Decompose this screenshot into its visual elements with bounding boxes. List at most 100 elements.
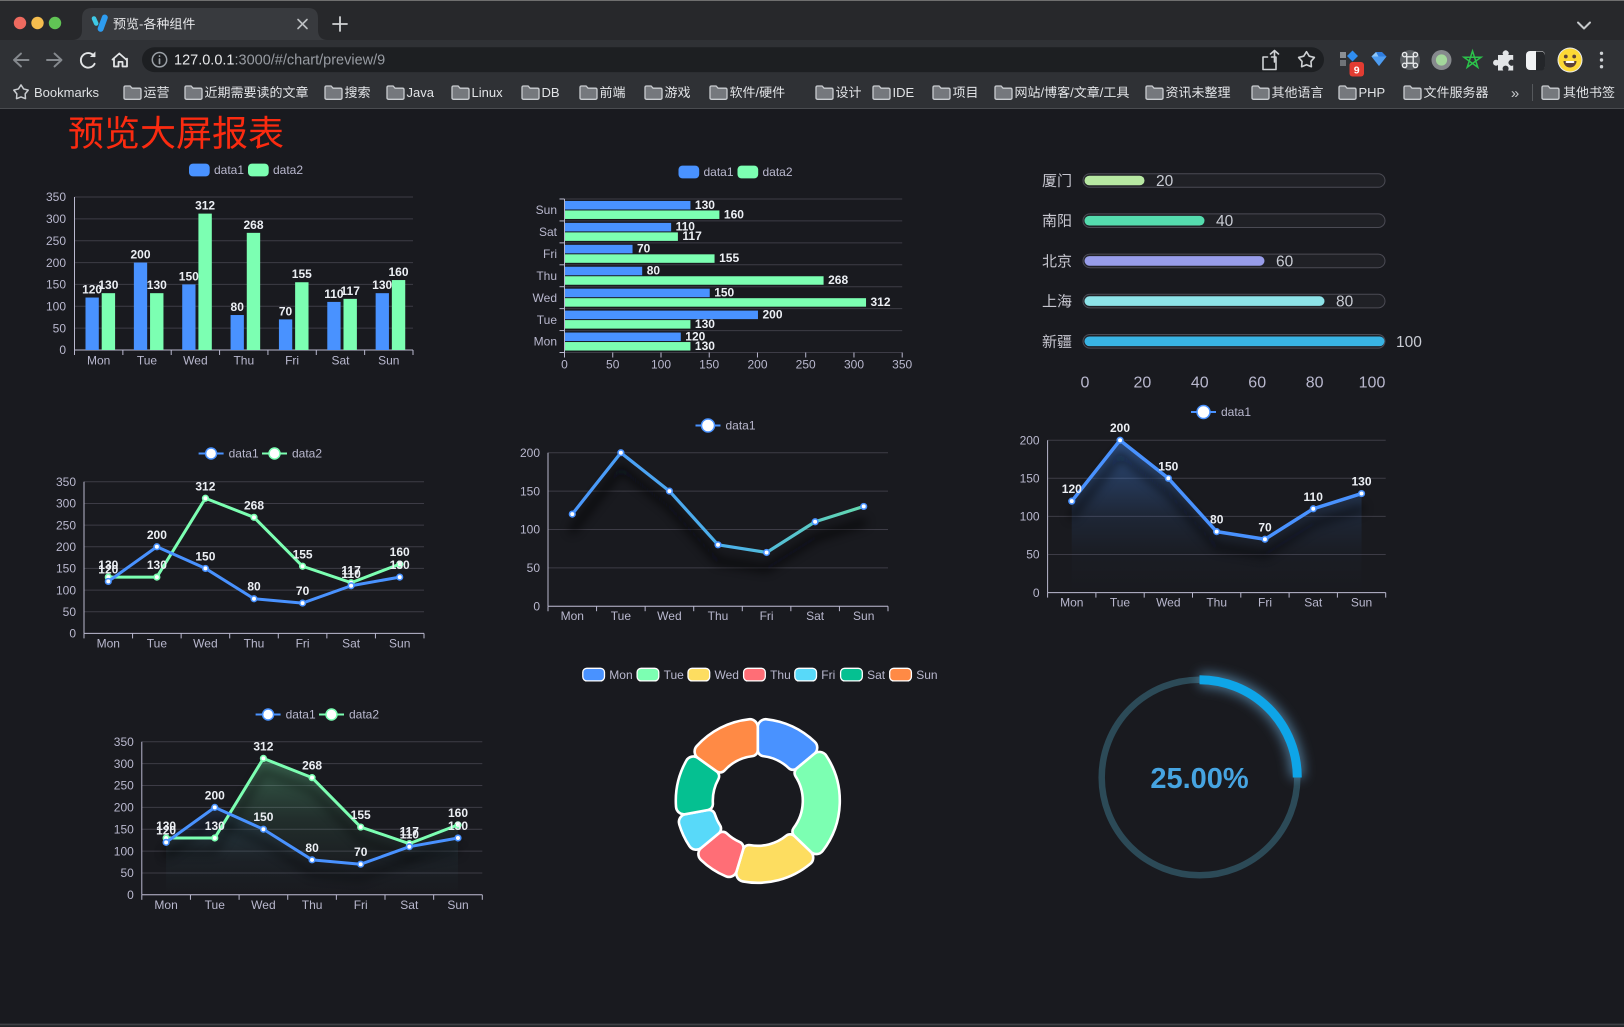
svg-text:100: 100 bbox=[114, 844, 134, 858]
svg-text:Tue: Tue bbox=[1110, 596, 1131, 610]
svg-text:Tue: Tue bbox=[537, 313, 558, 327]
svg-text:130: 130 bbox=[390, 558, 410, 572]
svg-text:100: 100 bbox=[1396, 334, 1422, 351]
svg-text:Thu: Thu bbox=[233, 354, 254, 368]
svg-text:data1: data1 bbox=[229, 447, 259, 461]
svg-text:Sat: Sat bbox=[867, 668, 886, 682]
svg-text:130: 130 bbox=[695, 339, 715, 353]
svg-text:0: 0 bbox=[533, 599, 540, 613]
svg-text:80: 80 bbox=[647, 264, 661, 278]
svg-text:DB: DB bbox=[542, 85, 560, 100]
svg-text:200: 200 bbox=[747, 358, 767, 372]
svg-text:110: 110 bbox=[1304, 490, 1324, 504]
svg-text:Fri: Fri bbox=[296, 637, 310, 651]
svg-text:130: 130 bbox=[1351, 475, 1371, 489]
svg-text:Fri: Fri bbox=[821, 668, 835, 682]
svg-text:Wed: Wed bbox=[183, 354, 207, 368]
svg-text:160: 160 bbox=[448, 806, 468, 820]
svg-text:»: » bbox=[1511, 85, 1519, 102]
svg-text:Tue: Tue bbox=[147, 637, 168, 651]
svg-text:268: 268 bbox=[243, 218, 263, 232]
svg-text:300: 300 bbox=[114, 757, 134, 771]
svg-text:Sun: Sun bbox=[916, 668, 937, 682]
svg-text:155: 155 bbox=[351, 808, 371, 822]
svg-text:60: 60 bbox=[1276, 253, 1294, 270]
svg-text:搜索: 搜索 bbox=[345, 85, 371, 100]
svg-text:70: 70 bbox=[279, 304, 293, 318]
svg-text:Fri: Fri bbox=[760, 609, 774, 623]
svg-text:50: 50 bbox=[53, 321, 67, 335]
svg-text:Wed: Wed bbox=[1156, 596, 1180, 610]
svg-text:0: 0 bbox=[69, 627, 76, 641]
svg-text:300: 300 bbox=[46, 212, 66, 226]
svg-text:117: 117 bbox=[400, 825, 420, 839]
svg-text:127.0.0.1:3000/#/chart/preview: 127.0.0.1:3000/#/chart/preview/9 bbox=[174, 53, 385, 69]
svg-text:50: 50 bbox=[120, 866, 134, 880]
svg-text:80: 80 bbox=[1336, 294, 1354, 311]
svg-text:Sun: Sun bbox=[536, 203, 557, 217]
svg-text:Thu: Thu bbox=[1206, 596, 1227, 610]
svg-text:150: 150 bbox=[520, 484, 540, 498]
svg-text:Fri: Fri bbox=[354, 898, 368, 912]
svg-text:200: 200 bbox=[130, 248, 150, 262]
svg-text:其他书签: 其他书签 bbox=[1563, 85, 1615, 100]
svg-text:data1: data1 bbox=[704, 165, 734, 179]
svg-text:130: 130 bbox=[448, 819, 468, 833]
svg-text:120: 120 bbox=[98, 562, 118, 576]
svg-text:200: 200 bbox=[205, 788, 225, 802]
svg-text:data1: data1 bbox=[286, 708, 316, 722]
svg-text:200: 200 bbox=[46, 256, 66, 270]
svg-text:200: 200 bbox=[1020, 433, 1040, 447]
svg-text:Mon: Mon bbox=[97, 637, 120, 651]
svg-text:Mon: Mon bbox=[609, 668, 632, 682]
svg-text:160: 160 bbox=[390, 545, 410, 559]
svg-text:Wed: Wed bbox=[657, 609, 681, 623]
svg-text:20: 20 bbox=[1134, 375, 1152, 392]
svg-text:PHP: PHP bbox=[1359, 85, 1386, 100]
svg-text:312: 312 bbox=[253, 739, 273, 753]
svg-text:130: 130 bbox=[98, 278, 118, 292]
svg-text:Wed: Wed bbox=[533, 291, 557, 305]
svg-text:Sat: Sat bbox=[539, 225, 558, 239]
svg-text:预览大屏报表: 预览大屏报表 bbox=[68, 113, 284, 154]
svg-text:200: 200 bbox=[114, 801, 134, 815]
svg-text:110: 110 bbox=[400, 828, 420, 842]
svg-text:250: 250 bbox=[796, 358, 816, 372]
svg-text:150: 150 bbox=[699, 358, 719, 372]
svg-text:100: 100 bbox=[56, 583, 76, 597]
svg-text:25.00%: 25.00% bbox=[1150, 763, 1249, 795]
svg-text:200: 200 bbox=[147, 528, 167, 542]
svg-text:0: 0 bbox=[59, 343, 66, 357]
svg-text:155: 155 bbox=[293, 547, 313, 561]
svg-text:300: 300 bbox=[56, 497, 76, 511]
svg-text:150: 150 bbox=[714, 286, 734, 300]
svg-text:150: 150 bbox=[253, 810, 273, 824]
svg-text:110: 110 bbox=[676, 220, 696, 234]
svg-text:Tue: Tue bbox=[664, 668, 685, 682]
svg-text:data2: data2 bbox=[763, 165, 793, 179]
svg-text:北京: 北京 bbox=[1042, 253, 1072, 270]
svg-text:100: 100 bbox=[520, 523, 540, 537]
svg-text:120: 120 bbox=[156, 823, 176, 837]
svg-text:312: 312 bbox=[195, 479, 215, 493]
svg-text:130: 130 bbox=[156, 819, 176, 833]
svg-text:Thu: Thu bbox=[770, 668, 791, 682]
svg-text:Thu: Thu bbox=[244, 637, 265, 651]
svg-text:Thu: Thu bbox=[302, 898, 323, 912]
svg-text:350: 350 bbox=[56, 475, 76, 489]
svg-text:0: 0 bbox=[127, 888, 134, 902]
svg-text:文件服务器: 文件服务器 bbox=[1424, 85, 1489, 100]
svg-text:0: 0 bbox=[561, 358, 568, 372]
svg-text:150: 150 bbox=[195, 549, 215, 563]
svg-text:150: 150 bbox=[56, 562, 76, 576]
svg-text:软件/硬件: 软件/硬件 bbox=[730, 85, 786, 100]
svg-text:Sat: Sat bbox=[342, 637, 361, 651]
svg-text:Tue: Tue bbox=[137, 354, 158, 368]
svg-text:0: 0 bbox=[1033, 586, 1040, 600]
svg-text:Mon: Mon bbox=[534, 335, 557, 349]
svg-text:150: 150 bbox=[1020, 472, 1040, 486]
svg-text:70: 70 bbox=[354, 845, 368, 859]
svg-text:200: 200 bbox=[520, 446, 540, 460]
svg-text:130: 130 bbox=[147, 558, 167, 572]
svg-text:Sun: Sun bbox=[378, 354, 399, 368]
